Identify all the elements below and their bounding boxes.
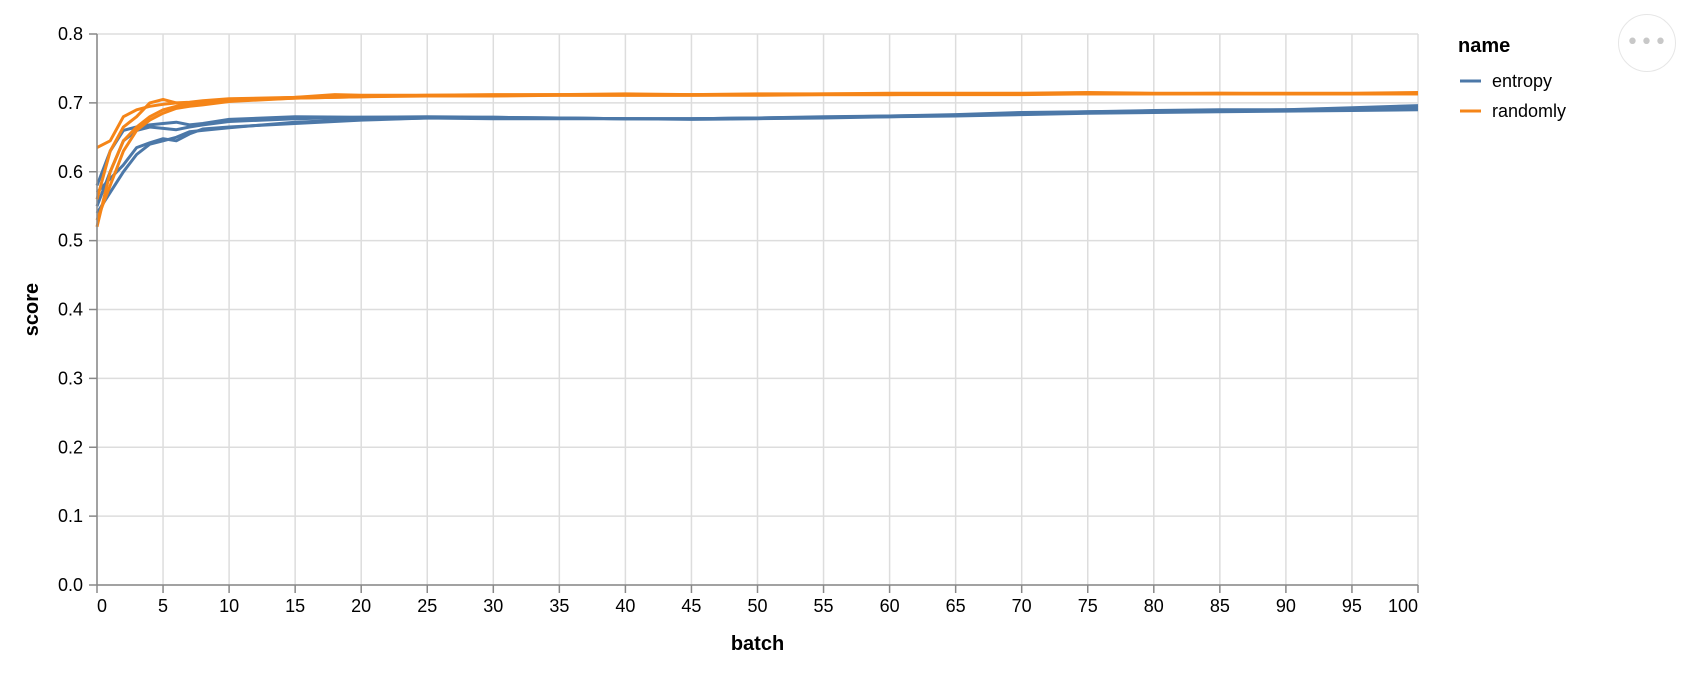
actions-menu-button[interactable]: ••• bbox=[1618, 14, 1676, 72]
series-line-entropy bbox=[95, 108, 1419, 194]
y-tick-label: 0.7 bbox=[58, 93, 83, 113]
x-tick-label: 25 bbox=[417, 596, 437, 616]
x-tick-label: 65 bbox=[946, 596, 966, 616]
x-tick-label: 80 bbox=[1144, 596, 1164, 616]
x-axis-ticks: 0 5 10 15 20 25 30 35 40 45 50 55 60 65 70 75 80 85 90 95 10… bbox=[96, 585, 1419, 616]
y-tick-label: 0.3 bbox=[58, 368, 83, 388]
x-tick-label: 20 bbox=[351, 596, 371, 616]
y-axis-title: score bbox=[21, 283, 43, 336]
legend-entry-entropy: entropy bbox=[1460, 71, 1552, 91]
series-lines bbox=[95, 91, 1419, 228]
x-tick-label: 100 bbox=[1388, 596, 1418, 616]
y-tick-label: 0.1 bbox=[58, 506, 83, 526]
more-horizontal-icon: ••• bbox=[1626, 30, 1668, 55]
x-tick-label: 90 bbox=[1276, 596, 1296, 616]
x-tick-label: 15 bbox=[285, 596, 305, 616]
x-tick-label: 55 bbox=[814, 596, 834, 616]
x-tick-label: 40 bbox=[615, 596, 635, 616]
y-tick-label: 0.2 bbox=[58, 437, 83, 457]
x-tick-label: 5 bbox=[158, 596, 168, 616]
x-tick-label: 95 bbox=[1342, 596, 1362, 616]
y-tick-label: 0.8 bbox=[58, 24, 83, 44]
x-tick-label: 50 bbox=[747, 596, 767, 616]
x-tick-label: 60 bbox=[880, 596, 900, 616]
x-axis-title: batch bbox=[731, 633, 784, 655]
legend-title: name bbox=[1458, 35, 1510, 57]
y-tick-label: 0.5 bbox=[58, 231, 83, 251]
x-tick-label: 0 bbox=[97, 596, 107, 616]
legend-label-randomly: randomly bbox=[1492, 101, 1566, 121]
x-tick-label: 35 bbox=[549, 596, 569, 616]
y-tick-label: 0.0 bbox=[58, 575, 83, 595]
legend: name entropy randomly bbox=[1458, 35, 1566, 121]
x-tick-label: 85 bbox=[1210, 596, 1230, 616]
x-tick-label: 30 bbox=[483, 596, 503, 616]
x-tick-label: 75 bbox=[1078, 596, 1098, 616]
y-tick-label: 0.4 bbox=[58, 300, 83, 320]
x-tick-label: 45 bbox=[681, 596, 701, 616]
series-line-randomly bbox=[95, 92, 1418, 221]
y-axis-ticks: 0.0 0.1 0.2 0.3 0.4 0.5 0.6 0.7 0.8 bbox=[58, 24, 97, 595]
x-tick-label: 10 bbox=[219, 596, 239, 616]
y-tick-label: 0.6 bbox=[58, 162, 83, 182]
x-tick-label: 70 bbox=[1012, 596, 1032, 616]
legend-label-entropy: entropy bbox=[1492, 71, 1552, 91]
legend-entry-randomly: randomly bbox=[1460, 101, 1566, 121]
